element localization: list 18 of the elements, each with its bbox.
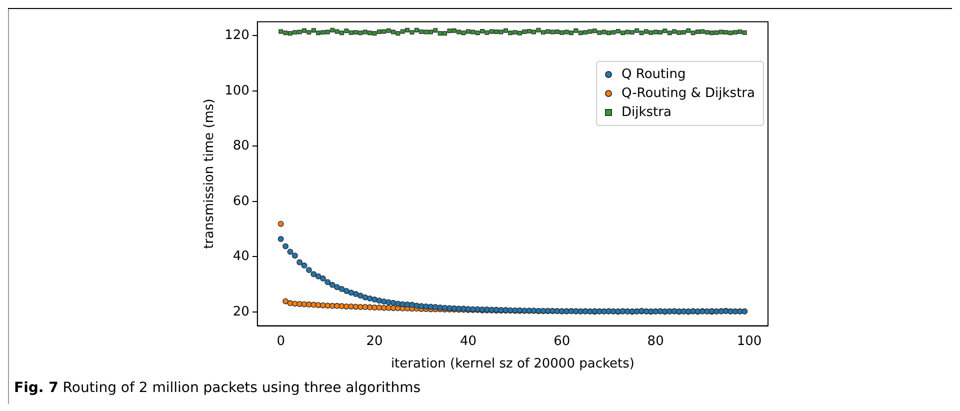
x-tick-label: 0	[276, 334, 285, 349]
x-tick-label: 40	[460, 334, 476, 349]
x-tick-label: 100	[736, 334, 762, 349]
y-tick-label: 40	[232, 249, 250, 264]
x-axis-title: iteration (kernel sz of 20000 packets)	[390, 356, 634, 372]
y-tick-label: 100	[224, 83, 250, 98]
legend-label: Q-Routing & Dijkstra	[622, 85, 755, 103]
y-tick-label: 60	[232, 194, 250, 209]
legend-label: Q Routing	[622, 66, 686, 84]
x-tick-label: 80	[647, 334, 664, 349]
x-tick-label: 20	[366, 334, 383, 349]
y-axis-title: transmission time (ms)	[202, 98, 218, 249]
y-tick-label: 20	[232, 304, 250, 320]
x-tick-label: 60	[554, 334, 570, 349]
y-tick-label: 120	[224, 28, 250, 43]
legend-label: Dijkstra	[622, 104, 672, 122]
text: Fig. 7 Routing of 2 million packets using three algorithms	[14, 380, 421, 396]
y-tick-label: 80	[232, 138, 250, 154]
